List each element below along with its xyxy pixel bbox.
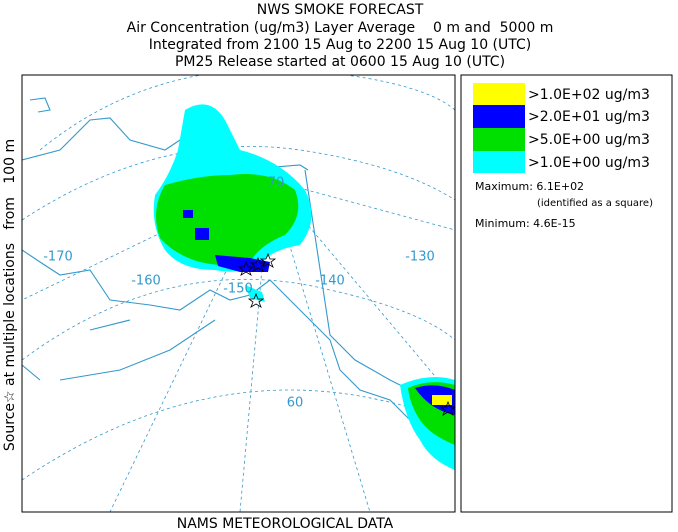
title: NWS SMOKE FORECAST: [257, 2, 424, 18]
longitude-label: -150: [223, 282, 253, 297]
map: -170 -160 -150 -140 -130 70 60: [21, 74, 456, 513]
latitude-label: 60: [287, 396, 304, 411]
maximum: Maximum: 6.1E+02: [475, 180, 584, 193]
legend-swatch: [473, 128, 525, 151]
longitude-label: -140: [315, 274, 345, 289]
longitude-label: -130: [405, 250, 435, 265]
coastline: [22, 97, 455, 456]
smoke-plume: [153, 104, 455, 470]
source-label: Source☆ at multiple locations from 100 m: [2, 139, 18, 451]
legend-label: >2.0E+01 ug/m3: [528, 109, 650, 125]
longitude-label: -160: [131, 274, 161, 289]
subtitle: Integrated from 2100 15 Aug to 2200 15 A…: [149, 37, 532, 53]
subtitle: PM25 Release started at 0600 15 Aug 10 (…: [175, 54, 505, 70]
longitude-label: -170: [43, 250, 73, 265]
subtitle: Air Concentration (ug/m3) Layer Average …: [127, 20, 554, 36]
maximum-note: (identified as a square): [537, 198, 653, 209]
minimum: Minimum: 4.6E-15: [475, 217, 576, 230]
legend-label: >1.0E+02 ug/m3: [528, 87, 650, 103]
legend-swatch: [473, 83, 525, 105]
source-markers: [237, 252, 455, 416]
legend-swatch: [473, 105, 525, 128]
legend-label: >5.0E+00 ug/m3: [528, 132, 650, 148]
latitude-label: 70: [268, 176, 285, 191]
legend-label: >1.0E+00 ug/m3: [528, 155, 650, 171]
legend-frame: [460, 74, 673, 513]
legend-swatch: [473, 151, 525, 173]
footer: NAMS METEOROLOGICAL DATA: [177, 516, 394, 532]
map-frame: [21, 74, 456, 513]
legend: >1.0E+02 ug/m3 >2.0E+01 ug/m3 >5.0E+00 u…: [460, 74, 673, 513]
